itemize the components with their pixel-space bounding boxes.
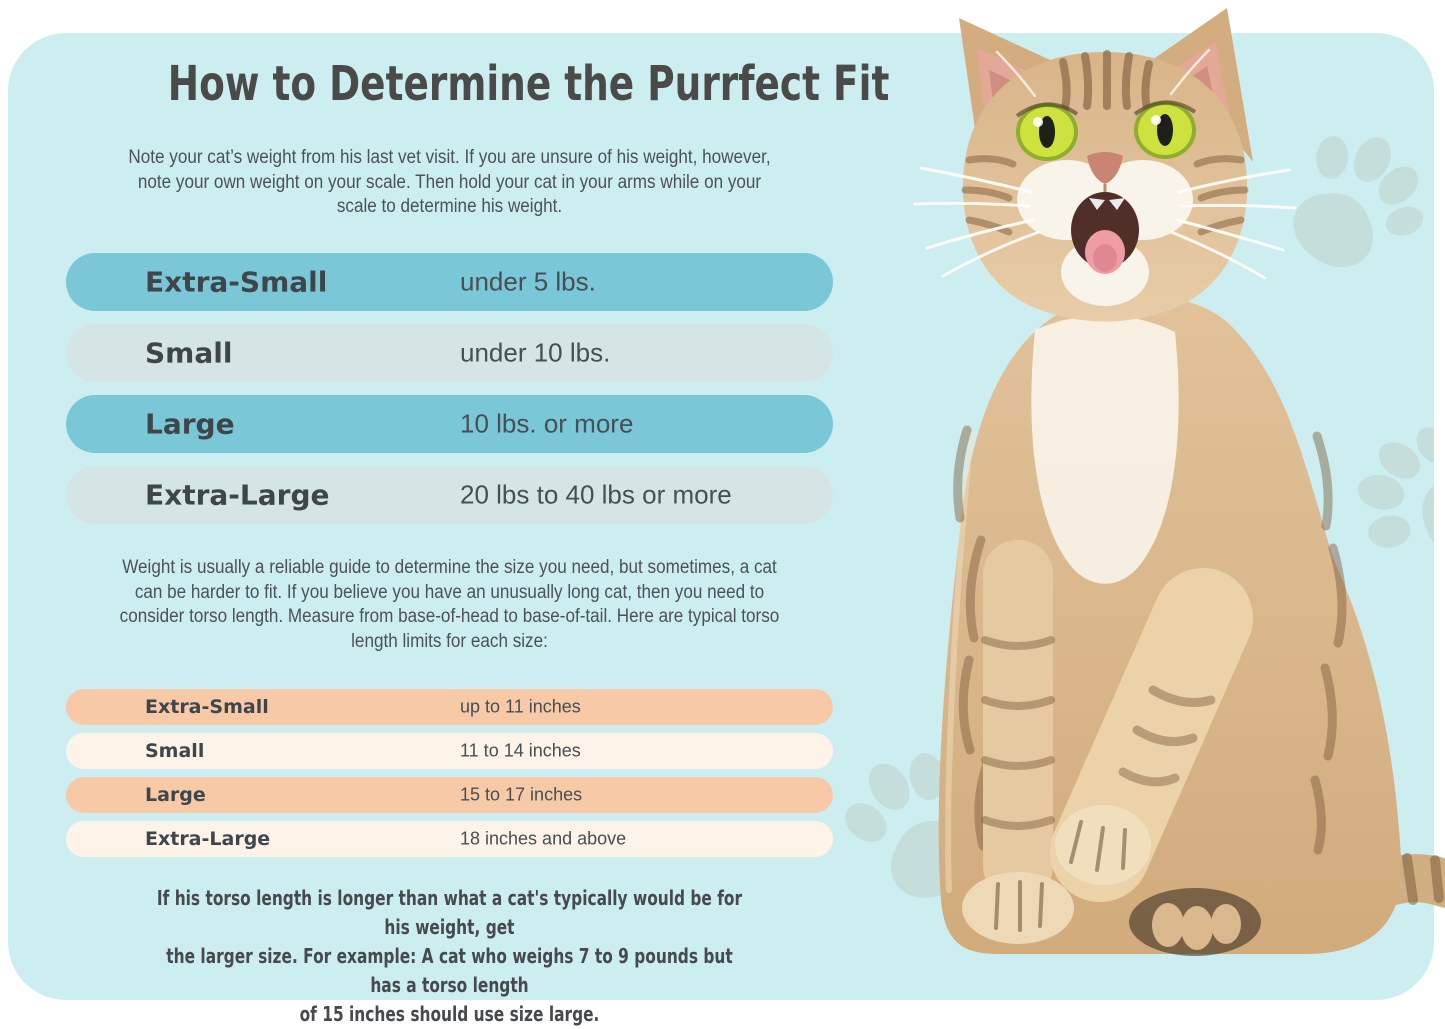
table-row: Large 10 lbs. or more [66, 395, 833, 453]
page-title-text: How to Determine the Purrfect Fit [167, 56, 890, 112]
size-value: 10 lbs. or more [460, 408, 634, 439]
size-label: Large [145, 407, 235, 441]
weight-size-table: Extra-Small under 5 lbs. Small under 10 … [66, 253, 833, 537]
size-label: Small [145, 740, 205, 762]
info-column: How to Determine the Purrfect Fit Note y… [66, 0, 890, 1026]
size-value: under 10 lbs. [460, 337, 611, 368]
size-label: Extra-Small [145, 696, 269, 718]
size-value: up to 11 inches [460, 696, 581, 717]
torso-length-table: Extra-Small up to 11 inches Small 11 to … [66, 689, 833, 865]
table-row: Large 15 to 17 inches [66, 777, 833, 813]
size-value: under 5 lbs. [460, 266, 596, 297]
size-value: 11 to 14 inches [460, 740, 581, 761]
table-row: Extra-Small up to 11 inches [66, 689, 833, 725]
size-label: Small [145, 336, 233, 370]
size-value: 18 inches and above [460, 828, 627, 849]
size-label: Extra-Large [145, 828, 271, 850]
table-row: Extra-Large 18 inches and above [66, 821, 833, 857]
table-row: Small 11 to 14 inches [66, 733, 833, 769]
size-label: Large [145, 784, 206, 806]
size-value: 20 lbs to 40 lbs or more [460, 479, 732, 510]
page-title: How to Determine the Purrfect Fit [66, 56, 890, 112]
cat-eyes [1015, 100, 1197, 161]
table-row: Extra-Large 20 lbs to 40 lbs or more [66, 466, 833, 524]
torso-intro-paragraph: Weight is usually a reliable guide to de… [119, 557, 780, 652]
size-label: Extra-Large [145, 478, 330, 512]
size-label: Extra-Small [145, 265, 328, 299]
cat-photo [913, 8, 1445, 956]
intro-paragraph: Note your cat’s weight from his last vet… [128, 147, 771, 217]
table-row: Small under 10 lbs. [66, 324, 833, 382]
size-value: 15 to 17 inches [460, 784, 583, 805]
table-row: Extra-Small under 5 lbs. [66, 253, 833, 311]
sizing-tip-note: If his torso length is longer than what … [156, 886, 743, 1026]
